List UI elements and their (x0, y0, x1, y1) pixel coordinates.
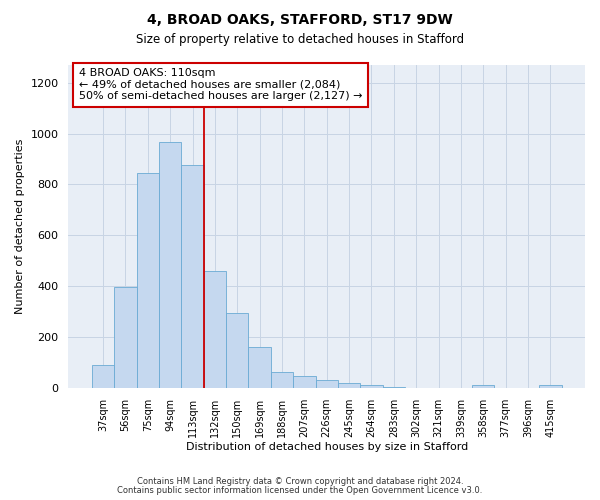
Bar (204, 272, 226, 388)
Bar (472, 386, 494, 388)
Bar (226, 313, 248, 388)
Bar (159, 142, 181, 388)
Bar (137, 173, 159, 388)
Text: 4, BROAD OAKS, STAFFORD, ST17 9DW: 4, BROAD OAKS, STAFFORD, ST17 9DW (147, 12, 453, 26)
Text: Size of property relative to detached houses in Stafford: Size of property relative to detached ho… (136, 32, 464, 46)
Bar (181, 164, 204, 388)
Bar (383, 387, 405, 388)
Bar (92, 366, 114, 388)
Bar (293, 376, 316, 388)
Text: 4 BROAD OAKS: 110sqm
← 49% of detached houses are smaller (2,084)
50% of semi-de: 4 BROAD OAKS: 110sqm ← 49% of detached h… (79, 68, 362, 102)
Y-axis label: Number of detached properties: Number of detached properties (15, 138, 25, 314)
Bar (360, 385, 383, 388)
Text: Contains HM Land Registry data © Crown copyright and database right 2024.: Contains HM Land Registry data © Crown c… (137, 477, 463, 486)
Bar (316, 380, 338, 388)
Bar (271, 372, 293, 388)
Bar (114, 287, 137, 388)
X-axis label: Distribution of detached houses by size in Stafford: Distribution of detached houses by size … (185, 442, 468, 452)
Bar (248, 347, 271, 388)
Text: Contains public sector information licensed under the Open Government Licence v3: Contains public sector information licen… (118, 486, 482, 495)
Bar (338, 383, 360, 388)
Bar (539, 385, 562, 388)
